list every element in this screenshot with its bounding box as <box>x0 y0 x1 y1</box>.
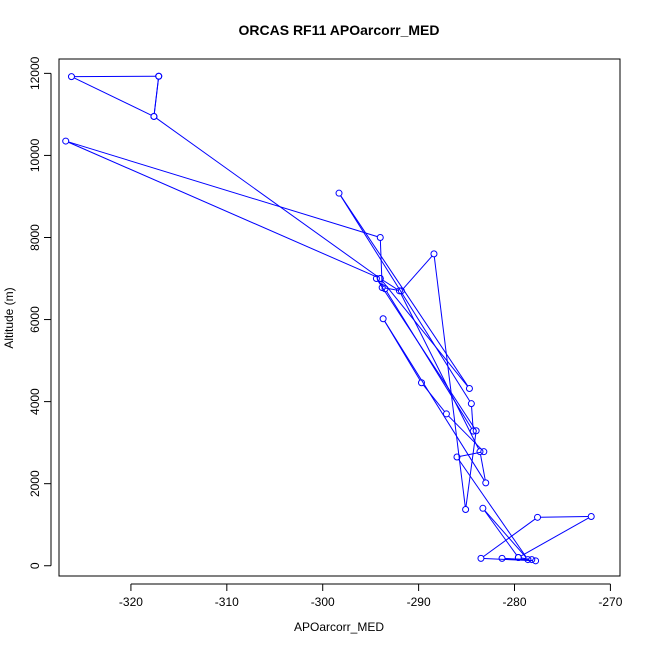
data-point <box>477 554 485 562</box>
data-point <box>469 427 477 435</box>
data-point <box>379 315 387 323</box>
x-tick-label: -290 <box>407 595 431 609</box>
series-segment <box>384 321 485 481</box>
series-segment <box>484 510 518 556</box>
data-point <box>472 427 480 435</box>
data-point <box>155 72 163 80</box>
data-point <box>482 479 490 487</box>
series-segment <box>448 415 483 450</box>
data-point <box>417 379 425 387</box>
data-point <box>335 189 343 197</box>
data-point <box>532 557 540 565</box>
series-line <box>68 75 589 562</box>
series-segment <box>379 240 383 285</box>
series-segment <box>433 256 466 507</box>
chart-title: ORCAS RF11 APOarcorr_MED <box>239 22 440 38</box>
data-point <box>430 250 438 258</box>
series-segment <box>153 79 159 114</box>
series-segment <box>68 141 378 278</box>
data-point <box>514 554 522 562</box>
data-point <box>376 233 384 241</box>
data-point <box>467 400 475 408</box>
series-segment <box>68 141 378 238</box>
data-point <box>376 275 384 283</box>
y-axis-label: Altitude (m) <box>2 287 16 348</box>
data-point <box>397 287 405 295</box>
series-segment <box>422 384 445 412</box>
series-segment <box>400 293 480 450</box>
x-tick-label: -270 <box>598 595 622 609</box>
y-tick-label: 4000 <box>28 388 42 415</box>
data-point <box>150 112 158 120</box>
series-segment <box>483 518 536 557</box>
series-segment <box>540 516 589 518</box>
series-segment <box>384 321 421 381</box>
series-segment <box>73 77 152 116</box>
series-segment <box>520 517 589 557</box>
data-point <box>442 410 450 418</box>
y-tick-label: 0 <box>28 562 42 569</box>
data-point <box>587 513 595 521</box>
data-point <box>395 287 403 295</box>
series-segment <box>465 433 477 507</box>
data-point <box>528 556 536 564</box>
series-segment <box>386 291 473 429</box>
x-tick-label: -280 <box>502 595 526 609</box>
data-point <box>479 504 487 512</box>
data-point <box>372 275 380 283</box>
data-point <box>524 556 532 564</box>
x-axis: -320 -310 -300 -290 -280 -270 <box>119 583 623 609</box>
data-point <box>378 284 386 292</box>
y-tick-label: 6000 <box>28 306 42 333</box>
x-tick-label: -310 <box>215 595 239 609</box>
y-tick-label: 12000 <box>28 56 42 90</box>
series-segment <box>340 195 471 402</box>
series-segment <box>381 280 468 387</box>
data-point <box>476 448 484 456</box>
series-segment <box>480 454 486 480</box>
series-segment <box>402 255 433 289</box>
data-point <box>480 448 488 456</box>
y-axis: 0 2000 4000 6000 8000 10000 12000 <box>28 56 52 569</box>
y-tick-label: 2000 <box>28 470 42 497</box>
data-point <box>465 384 473 392</box>
series-segment <box>458 459 527 558</box>
series-segment <box>483 557 533 562</box>
series-segment <box>484 510 527 558</box>
series-points <box>62 72 595 565</box>
series-segment <box>382 279 398 290</box>
data-point <box>453 453 461 461</box>
x-tick-label: -300 <box>311 595 335 609</box>
y-tick-label: 8000 <box>28 224 42 251</box>
x-axis-label: APOarcorr_MED <box>294 620 384 634</box>
x-tick-label: -320 <box>119 595 143 609</box>
data-point <box>534 513 542 521</box>
data-point <box>67 73 75 81</box>
data-point <box>498 554 506 562</box>
y-tick-label: 10000 <box>28 138 42 172</box>
plot-frame <box>58 58 621 577</box>
series-segment <box>377 280 475 429</box>
data-point <box>462 506 470 514</box>
data-point <box>62 137 70 145</box>
series-segment <box>471 406 474 429</box>
series-segment <box>156 117 379 278</box>
